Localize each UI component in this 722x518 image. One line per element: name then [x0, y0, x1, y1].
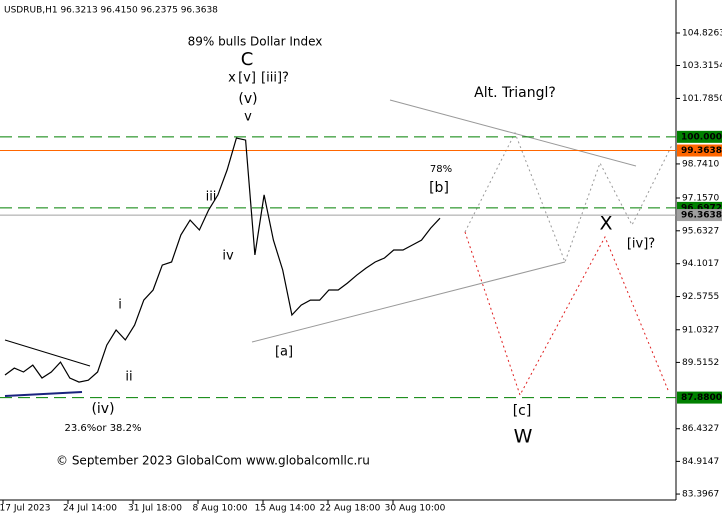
price-line [4, 137, 441, 383]
x-tick-label: 22 Aug 18:00 [320, 504, 381, 514]
y-tick-label: 91.0327 [682, 325, 719, 335]
level-label: 87.8800 [681, 393, 722, 403]
y-tick-label: 84.9147 [682, 457, 719, 467]
level-label: 96.3638 [681, 211, 722, 221]
x-tick-label: 31 Jul 18:00 [128, 504, 182, 514]
forecast-path [464, 131, 673, 264]
level-label: 100.0000 [681, 132, 722, 142]
annotation: ii [125, 370, 132, 385]
y-tick-label: 97.1570 [682, 193, 719, 203]
trendline [251, 261, 566, 343]
annotation: [iii]? [261, 71, 289, 86]
annotation: [c] [513, 403, 532, 419]
annotation: Alt. Triangl? [474, 85, 556, 101]
forecast-path [464, 231, 669, 397]
level-label-box [677, 130, 722, 143]
annotation: [b] [429, 180, 449, 196]
annotation: [v] [238, 71, 256, 86]
annotation: iii [206, 190, 217, 205]
annotation: 23.6%or 38.2% [65, 423, 142, 434]
x-tick-label: 8 Aug 10:00 [193, 504, 248, 514]
annotation: x [228, 71, 236, 86]
x-tick-label: 17 Jul 2023 [0, 504, 50, 514]
y-tick-label: 86.4327 [682, 424, 719, 434]
y-tick-label: 98.7410 [682, 159, 719, 169]
annotation: i [118, 298, 122, 313]
y-tick-label: 94.1017 [682, 259, 719, 269]
chart-title: USDRUB,H1 96.3213 96.4150 96.2375 96.363… [4, 6, 218, 16]
annotation: (iv) [91, 401, 114, 417]
annotation: C [241, 49, 254, 70]
credit: © September 2023 GlobalCom www.globalcom… [56, 454, 370, 468]
annotation: [iv]? [627, 237, 655, 252]
level-label-box [677, 144, 722, 157]
annotation: X [599, 213, 612, 235]
annotation: 78% [430, 164, 452, 175]
annotation: (v) [238, 91, 257, 107]
annotation: W [514, 426, 533, 448]
trendline [389, 99, 637, 167]
trendline [4, 391, 83, 397]
annotation: iv [222, 249, 234, 264]
y-tick-label: 83.3967 [682, 490, 719, 500]
level-label: 99.3638 [681, 146, 722, 156]
x-tick-label: 24 Jul 14:00 [63, 504, 117, 514]
y-tick-label: 103.3154 [682, 61, 722, 71]
annotation: [a] [275, 345, 293, 360]
y-tick-label: 101.7850 [682, 94, 722, 104]
x-tick-label: 30 Aug 10:00 [385, 504, 446, 514]
y-tick-label: 89.5152 [682, 358, 719, 368]
level-label-box [677, 391, 722, 404]
subtitle: 89% bulls Dollar Index [188, 35, 323, 49]
level-label: 96.6972 [681, 203, 722, 213]
x-tick-label: 15 Aug 14:00 [255, 504, 316, 514]
annotation: v [244, 110, 252, 125]
y-tick-label: 92.5755 [682, 292, 719, 302]
y-tick-label: 95.6327 [682, 226, 719, 236]
trendline [4, 339, 91, 367]
y-tick-label: 104.8263 [682, 28, 722, 38]
level-label-box [677, 209, 722, 222]
